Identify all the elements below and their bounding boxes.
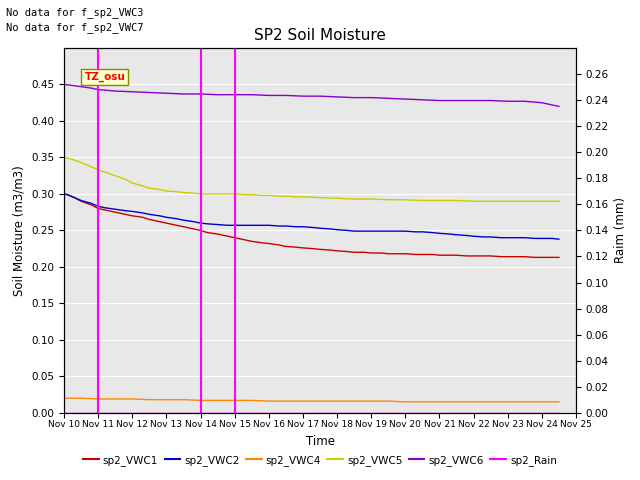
Text: TZ_osu: TZ_osu	[84, 72, 125, 83]
Text: No data for f_sp2_VWC7: No data for f_sp2_VWC7	[6, 22, 144, 33]
Text: No data for f_sp2_VWC3: No data for f_sp2_VWC3	[6, 7, 144, 18]
Y-axis label: Raim (mm): Raim (mm)	[614, 197, 627, 264]
Y-axis label: Soil Moisture (m3/m3): Soil Moisture (m3/m3)	[13, 165, 26, 296]
Legend: sp2_VWC1, sp2_VWC2, sp2_VWC4, sp2_VWC5, sp2_VWC6, sp2_Rain: sp2_VWC1, sp2_VWC2, sp2_VWC4, sp2_VWC5, …	[79, 451, 561, 470]
X-axis label: Time: Time	[305, 435, 335, 448]
Title: SP2 Soil Moisture: SP2 Soil Moisture	[254, 28, 386, 43]
